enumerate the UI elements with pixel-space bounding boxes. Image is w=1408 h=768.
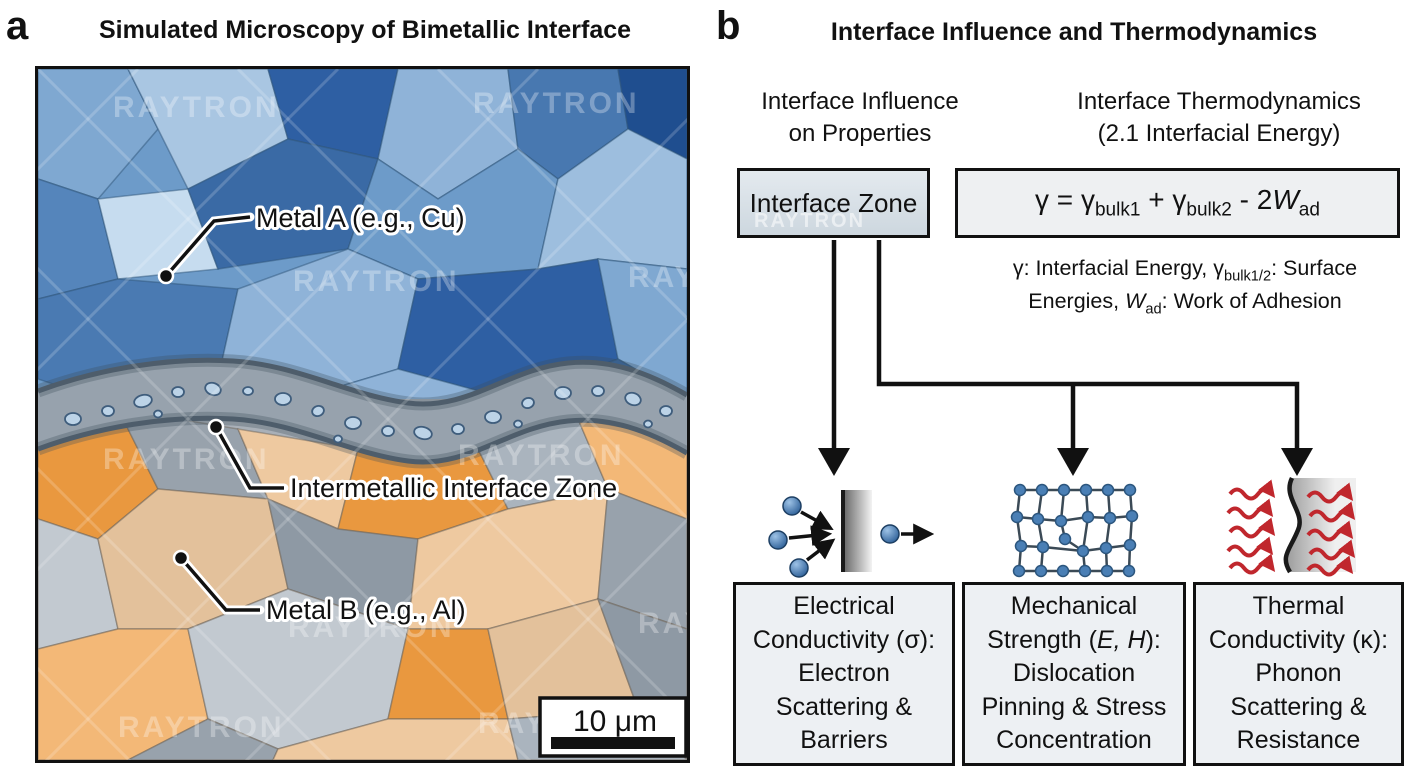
- watermark-label: RAYTRON: [638, 607, 687, 640]
- caption-subscript: ad: [1145, 300, 1162, 317]
- equation-caption: γ: Interfacial Energy, γbulk1/2: Surface…: [970, 254, 1400, 319]
- equation-term: γ = γ: [1035, 184, 1095, 216]
- caption-text: : Work of Adhesion: [1161, 288, 1342, 313]
- outcome-box-electrical: Electrical Conductivity (σ): Electron Sc…: [733, 582, 955, 766]
- phonon-scattering-icon: [1226, 476, 1356, 577]
- watermark-label: RAYTRON: [628, 261, 687, 294]
- down-arrow-icon: [818, 448, 850, 476]
- precipitate-particles: [64, 381, 673, 444]
- equation-subscript: bulk2: [1186, 199, 1232, 221]
- left-column-header: Interface Influence on Properties: [720, 86, 1000, 151]
- flow-connectors: [831, 240, 1300, 450]
- interface-zone-label: Interface Zone: [749, 187, 918, 218]
- watermark-label: RAYTRON: [458, 439, 625, 472]
- down-arrow-icon: [1057, 448, 1089, 476]
- metal-b-leader-line: [179, 556, 260, 612]
- right-column-header: Interface Thermodynamics (2.1 Interfacia…: [1024, 86, 1408, 151]
- interfacial-energy-equation: γ = γbulk1 + γbulk2 - 2Wad: [1035, 184, 1320, 222]
- left-header-line1: Interface Influence: [761, 88, 959, 115]
- watermark-label: RAYTRON: [288, 611, 455, 644]
- equation-term: - 2: [1231, 184, 1273, 216]
- electrical-box-label: Electrical Conductivity (σ): Electron Sc…: [752, 592, 936, 755]
- flow-diagram-svg: [768, 240, 1356, 578]
- interfacial-energy-equation-box: γ = γbulk1 + γbulk2 - 2Wad: [955, 168, 1400, 238]
- outcome-box-mechanical: Mechanical Strength (E, H): Dislocation …: [962, 582, 1186, 766]
- metal-a-marker-dot: [157, 267, 175, 285]
- mechanical-box-variables: E, H: [1096, 625, 1146, 654]
- interface-band: [38, 353, 687, 469]
- panel-b-letter: b: [716, 4, 741, 48]
- down-arrow-icon: [1281, 448, 1313, 476]
- interface-label: Intermetallic Interface Zone: [290, 473, 617, 503]
- watermark-label: RAYTRON: [118, 711, 285, 744]
- metal-b-annotation: Metal B (e.g., Al): [172, 549, 469, 628]
- outcome-box-thermal: Thermal Conductivity (κ): Phonon Scatter…: [1193, 582, 1404, 766]
- watermark-pattern: [38, 69, 687, 760]
- panel-b-title: Interface Influence and Thermodynamics: [830, 18, 1318, 46]
- scale-bar: 10 μm: [538, 696, 687, 758]
- thermal-box-label: Thermal Conductivity (κ): Phonon Scatter…: [1208, 592, 1389, 755]
- equation-subscript: bulk1: [1094, 199, 1141, 221]
- caption-text: γ: Interfacial Energy, γ: [1012, 256, 1224, 280]
- scale-bar-line: [551, 737, 675, 749]
- watermark-label: RAYTRON: [473, 87, 640, 120]
- caption-variable: W: [1125, 288, 1146, 313]
- equation-subscript: ad: [1298, 199, 1320, 221]
- interface-annotation: Intermetallic Interface Zone: [207, 418, 620, 506]
- equation-variable: W: [1272, 184, 1299, 216]
- mechanical-box-text: Mechanical Strength (: [987, 592, 1138, 654]
- caption-subscript: bulk1/2: [1223, 268, 1272, 285]
- caption-text: : Surface Energies,: [1028, 256, 1358, 313]
- microscopy-image: RAYTRON RAYTRON RAYTRON RAYTRON RAYTRON …: [35, 66, 690, 763]
- panel-b: b Interface Influence and Thermodynamics…: [704, 0, 1408, 768]
- mechanical-box-text: ): Dislocation Pinning & Stress Concentr…: [981, 625, 1167, 755]
- electron-scattering-icon: [768, 490, 935, 578]
- interface-leader-line: [214, 426, 284, 490]
- equation-term: + γ: [1140, 184, 1187, 216]
- microscopy-svg: RAYTRON RAYTRON RAYTRON RAYTRON RAYTRON …: [38, 69, 687, 760]
- metal-b-label: Metal B (e.g., Al): [266, 595, 466, 625]
- watermark-label: RAYTRON: [293, 265, 460, 298]
- right-header-line1: Interface Thermodynamics: [1077, 88, 1361, 115]
- right-header-line2: (2.1 Interfacial Energy): [1097, 120, 1341, 148]
- left-header-line2: on Properties: [788, 120, 932, 148]
- metal-a-leader-line: [164, 215, 251, 278]
- panel-a-title: Simulated Microscopy of Bimetallic Inter…: [98, 16, 632, 44]
- metal-b-marker-dot: [172, 549, 190, 567]
- metal-a-annotation: Metal A (e.g., Cu): [157, 200, 468, 285]
- lattice-dislocation-icon: [1010, 483, 1139, 578]
- metal-a-label: Metal A (e.g., Cu): [256, 203, 465, 233]
- scale-bar-label: 10 μm: [573, 705, 657, 738]
- watermark-label: RAYTRON: [113, 91, 280, 124]
- connector-line: [876, 240, 1300, 450]
- panel-a-letter: a: [6, 4, 29, 48]
- interface-marker-dot: [207, 418, 225, 436]
- mechanical-box-label: Mechanical Strength (E, H): Dislocation …: [973, 590, 1175, 758]
